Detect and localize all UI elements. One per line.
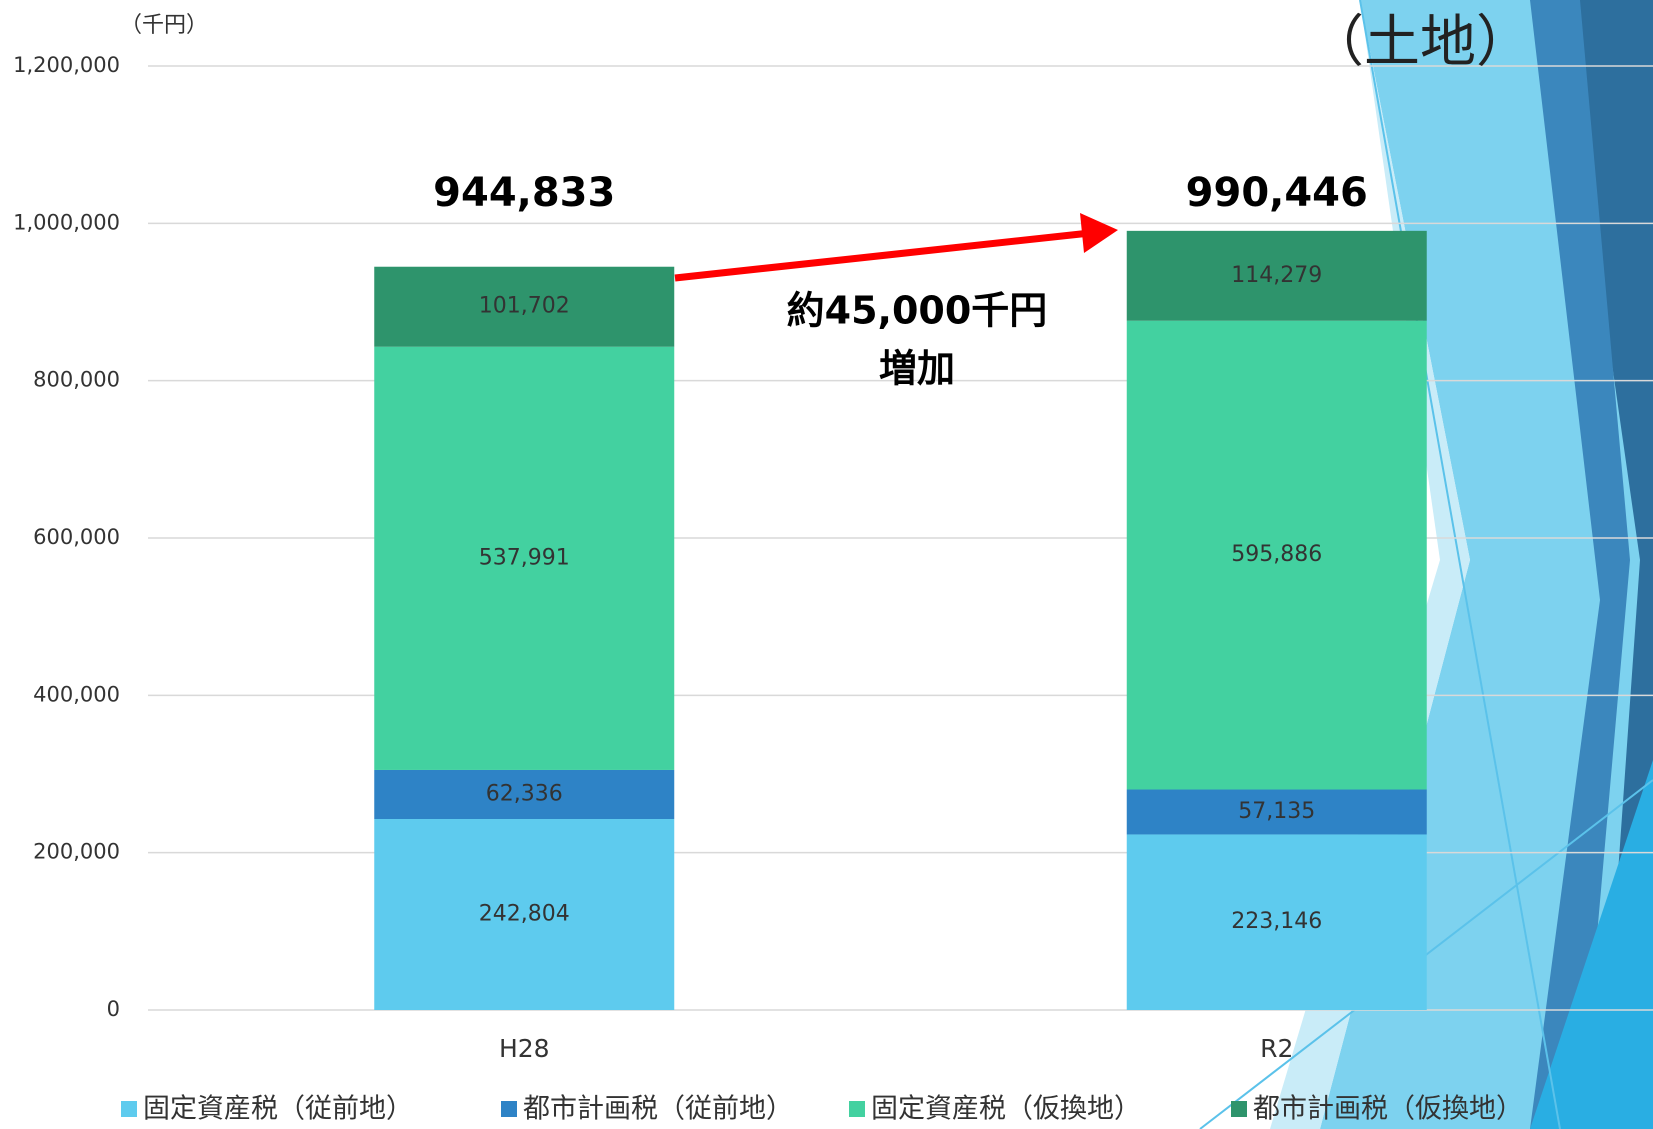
increase-arrow	[675, 233, 1090, 278]
y-tick-label: 1,000,000	[13, 210, 120, 234]
legend-swatch	[501, 1101, 517, 1117]
x-tick-label: R2	[1260, 1034, 1293, 1063]
data-label: 101,702	[479, 294, 570, 319]
legend-swatch	[849, 1101, 865, 1117]
data-label: 595,886	[1231, 542, 1322, 567]
data-label: 114,279	[1231, 263, 1322, 288]
y-tick-label: 200,000	[33, 840, 120, 864]
data-label: 223,146	[1231, 909, 1322, 934]
total-label: 990,446	[1186, 170, 1368, 216]
legend-label: 都市計画税（従前地）	[523, 1094, 793, 1125]
data-label: 537,991	[479, 545, 570, 570]
y-tick-label: 0	[107, 997, 120, 1021]
y-tick-label: 1,200,000	[13, 53, 120, 77]
y-unit-label: （千円）	[120, 13, 208, 38]
data-label: 242,804	[479, 901, 570, 926]
y-tick-label: 800,000	[33, 368, 120, 392]
legend-label: 都市計画税（仮換地）	[1253, 1094, 1523, 1125]
page: （千円） （土地） 約45,000千円 増加 0 200,000 400,000 60…	[0, 0, 1653, 1129]
legend-label: 固定資産税（仮換地）	[871, 1094, 1141, 1125]
data-label: 57,135	[1238, 799, 1315, 824]
total-label: 944,833	[433, 170, 615, 216]
chart: （千円） （土地） 約45,000千円 増加 0 200,000 400,000 60…	[0, 0, 1653, 1129]
y-tick-label: 600,000	[33, 525, 120, 549]
y-tick-label: 400,000	[33, 682, 120, 706]
legend-swatch	[1231, 1101, 1247, 1117]
chart-title: （土地）	[1308, 10, 1532, 75]
annotation: 増加	[879, 347, 955, 391]
legend-swatch	[121, 1101, 137, 1117]
data-label: 62,336	[486, 781, 563, 806]
arrow-head	[1080, 213, 1118, 253]
x-tick-label: H28	[499, 1034, 550, 1063]
annotation: 約45,000千円	[787, 289, 1048, 333]
legend-label: 固定資産税（従前地）	[143, 1094, 413, 1125]
